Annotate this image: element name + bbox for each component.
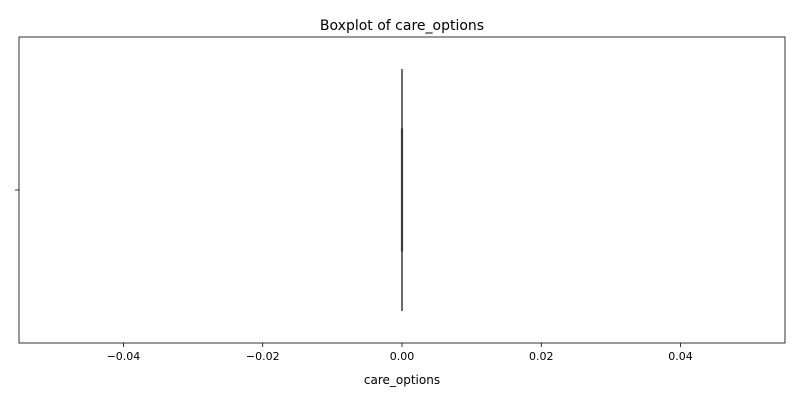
x-axis-label: care_options bbox=[364, 373, 440, 387]
x-tick-label: 0.04 bbox=[668, 350, 693, 363]
x-tick-label: 0.02 bbox=[529, 350, 554, 363]
chart-title: Boxplot of care_options bbox=[320, 18, 484, 34]
x-tick-label: −0.02 bbox=[246, 350, 280, 363]
x-tick-label: 0.00 bbox=[390, 350, 415, 363]
x-axis-ticks: −0.04 −0.02 0.00 0.02 0.04 bbox=[107, 343, 693, 363]
x-tick-label: −0.04 bbox=[107, 350, 141, 363]
box-group bbox=[400, 68, 404, 312]
